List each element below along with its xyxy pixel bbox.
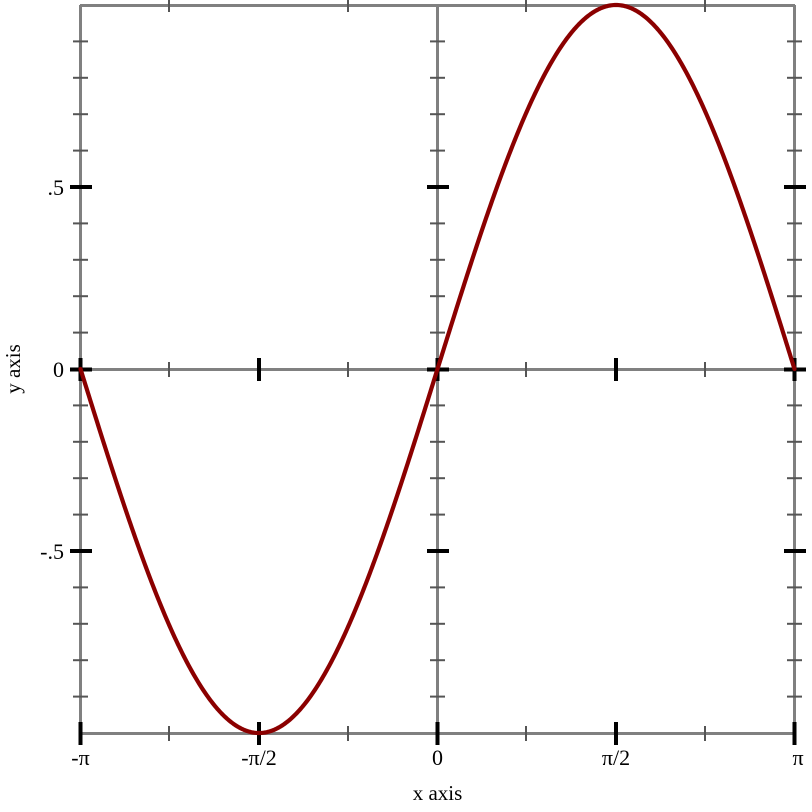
y-tick-label-half: .5 <box>48 175 65 200</box>
y-minor-ticks-left <box>73 40 88 698</box>
x-minor-ticks-center <box>168 362 706 377</box>
y-minor-ticks-center <box>430 40 445 698</box>
x-axis-title: x axis <box>413 781 463 805</box>
sine-curve-line <box>78 2 797 736</box>
y-axis-title: y axis <box>1 344 25 394</box>
y-tick-label-neg-half: -.5 <box>40 539 64 564</box>
x-tick-label-half-pi: π/2 <box>602 745 630 770</box>
x-tick-label-zero: 0 <box>432 745 443 770</box>
x-minor-ticks-top <box>168 0 706 12</box>
x-tick-label-neg-half-pi: -π/2 <box>241 745 277 770</box>
y-minor-ticks-right <box>787 40 802 698</box>
x-tick-label-neg-pi: -π <box>71 745 89 770</box>
y-tick-label-zero: 0 <box>53 357 64 382</box>
x-minor-ticks-bottom <box>168 726 706 741</box>
x-tick-label-pi: π <box>792 745 803 770</box>
